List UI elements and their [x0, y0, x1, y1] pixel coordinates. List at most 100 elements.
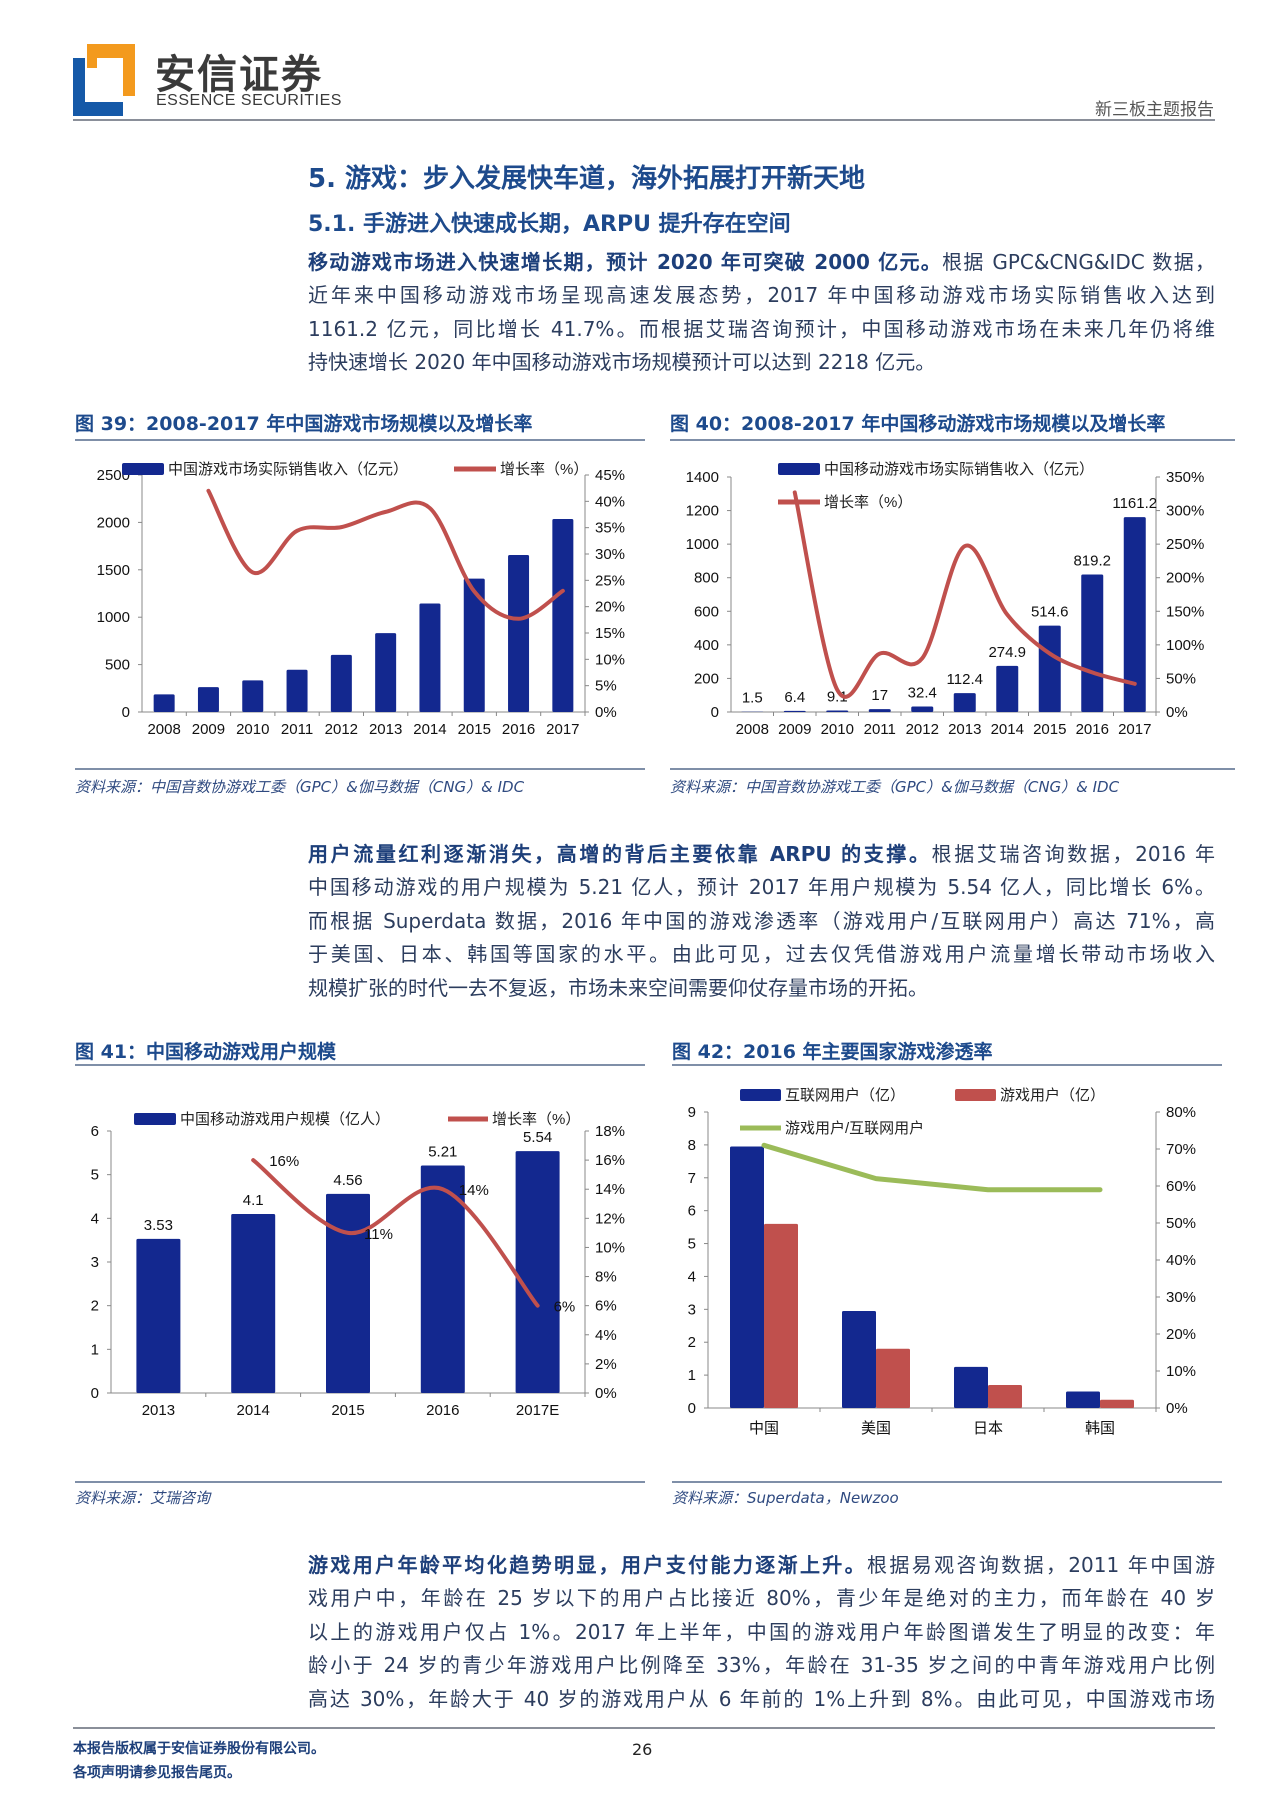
paragraph-line: 持快速增长 2020 年中国移动游戏市场规模预计可以达到 2218 亿元。 — [308, 350, 936, 375]
paragraph-text: 根据 GPC&CNG&IDC 数据， — [942, 250, 1215, 274]
bar — [515, 1151, 560, 1393]
series-line — [251, 1158, 540, 1308]
x-tick-label: 2014 — [991, 721, 1024, 738]
left-tick-label: 0 — [711, 704, 719, 721]
figure-41-source-rule — [75, 1481, 645, 1483]
figure-39-source: 资料来源：中国音数协游戏工委（GPC）&伽马数据（CNG）& IDC — [75, 778, 525, 796]
legend-label: 中国游戏市场实际销售收入（亿元） — [168, 461, 408, 478]
right-tick-label: 16% — [595, 1152, 625, 1169]
figure-41-source: 资料来源：艾瑞咨询 — [75, 1489, 211, 1507]
company-logo-mark — [73, 44, 135, 116]
paragraph-line: 而根据 Superdata 数据，2016 年中国的游戏渗透率（游戏用户/互联网… — [308, 908, 1215, 933]
bar — [953, 693, 976, 712]
paragraph-line: 龄小于 24 岁的青少年游戏用户比例降至 33%，年龄在 31-35 岁之间的中… — [308, 1653, 1215, 1678]
right-tick-label: 300% — [1166, 503, 1204, 520]
figure-39-title-rule — [75, 439, 645, 441]
legend-label: 增长率（%） — [492, 1111, 580, 1128]
right-tick-label: 20% — [595, 599, 625, 616]
bar-data-label: 3.53 — [144, 1217, 173, 1234]
bar — [330, 654, 352, 712]
page-number: 26 — [632, 1740, 653, 1759]
line-data-label: 11% — [364, 1226, 393, 1243]
x-tick-label: 2012 — [325, 721, 358, 738]
x-tick-label: 2017 — [546, 721, 579, 738]
left-tick-label: 2000 — [97, 514, 130, 531]
right-tick-label: 35% — [595, 520, 625, 537]
bar — [153, 694, 175, 712]
bar — [954, 1366, 988, 1408]
figure-40-title-rule — [670, 439, 1235, 441]
right-tick-label: 70% — [1166, 1141, 1196, 1158]
bar-data-label: 32.4 — [908, 685, 937, 702]
paragraph-lead: 移动游戏市场进入快速增长期，预计 2020 年可突破 2000 亿元。 — [308, 250, 943, 274]
footer-divider — [73, 1727, 1215, 1729]
right-tick-label: 30% — [595, 546, 625, 563]
figure-42-title: 图 42：2016 年主要国家游戏渗透率 — [672, 1041, 993, 1063]
x-tick-label: 美国 — [861, 1420, 891, 1437]
left-tick-label: 500 — [105, 657, 130, 674]
bar — [231, 1213, 276, 1393]
right-tick-label: 0% — [595, 1385, 617, 1402]
figure-41-title: 图 41：中国移动游戏用户规模 — [75, 1041, 337, 1063]
left-tick-label: 1 — [91, 1341, 99, 1358]
line-data-label: 6% — [554, 1299, 576, 1316]
x-tick-label: 2009 — [778, 721, 811, 738]
right-tick-label: 250% — [1166, 536, 1204, 553]
right-tick-label: 200% — [1166, 570, 1204, 587]
x-tick-label: 2013 — [948, 721, 981, 738]
right-tick-label: 14% — [595, 1181, 625, 1198]
right-tick-label: 40% — [1166, 1252, 1196, 1269]
left-tick-label: 6 — [91, 1123, 99, 1140]
section-title: 5. 游戏：步入发展快车道，海外拓展打开新天地 — [308, 164, 866, 194]
bar — [842, 1310, 876, 1408]
bar-data-label: 6.4 — [784, 689, 805, 706]
right-tick-label: 8% — [595, 1269, 617, 1286]
x-tick-label: 2015 — [458, 721, 491, 738]
bar-data-label: 9.1 — [827, 688, 848, 705]
left-tick-label: 800 — [694, 570, 719, 587]
x-tick-label: 韩国 — [1085, 1420, 1115, 1437]
right-tick-label: 50% — [1166, 1215, 1196, 1232]
bar-data-label: 4.56 — [333, 1172, 362, 1189]
left-tick-label: 200 — [694, 670, 719, 687]
bar — [326, 1193, 370, 1393]
x-tick-label: 2010 — [821, 721, 854, 738]
series-line — [206, 488, 565, 621]
bar — [988, 1384, 1022, 1408]
header-divider — [73, 119, 1215, 121]
bar — [286, 669, 308, 712]
right-tick-label: 100% — [1166, 637, 1204, 654]
bar-data-label: 17 — [871, 687, 888, 704]
left-tick-label: 400 — [694, 637, 719, 654]
legend-label: 增长率（%） — [824, 494, 912, 511]
bar-data-label: 514.6 — [1031, 604, 1069, 621]
right-tick-label: 5% — [595, 678, 617, 695]
x-tick-label: 2014 — [237, 1402, 270, 1419]
right-tick-label: 0% — [1166, 704, 1188, 721]
legend-swatch-bar — [740, 1089, 781, 1101]
right-tick-label: 6% — [595, 1298, 617, 1315]
legend-swatch-bar — [134, 1113, 176, 1125]
paragraph-line: 戏用户中，年龄在 25 岁以下的用户占比接近 80%，青少年是绝对的主力，而年龄… — [308, 1586, 1215, 1611]
bar — [1081, 574, 1104, 712]
left-tick-label: 3 — [91, 1254, 99, 1271]
line-data-label: 14% — [459, 1182, 489, 1199]
x-tick-label: 日本 — [973, 1420, 1003, 1437]
x-tick-label: 2017 — [1118, 721, 1151, 738]
x-tick-label: 2016 — [426, 1402, 459, 1419]
left-tick-label: 3 — [688, 1301, 696, 1318]
left-tick-label: 2500 — [97, 467, 130, 484]
bar — [826, 710, 849, 712]
x-tick-label: 2016 — [1076, 721, 1109, 738]
x-tick-label: 2009 — [192, 721, 225, 738]
bar-data-label: 5.21 — [428, 1143, 457, 1160]
left-tick-label: 5 — [91, 1167, 99, 1184]
line-data-label: 16% — [269, 1153, 299, 1170]
footer-copyright: 本报告版权属于安信证券股份有限公司。 — [73, 1741, 325, 1757]
left-tick-label: 1000 — [97, 609, 130, 626]
paragraph-line: 规模扩张的时代一去不复返，市场未来空间需要仰仗存量市场的开拓。 — [308, 975, 928, 1000]
x-tick-label: 中国 — [749, 1420, 779, 1437]
left-tick-label: 2 — [688, 1334, 696, 1351]
legend-swatch-bar — [955, 1089, 996, 1101]
x-tick-label: 2008 — [147, 721, 180, 738]
